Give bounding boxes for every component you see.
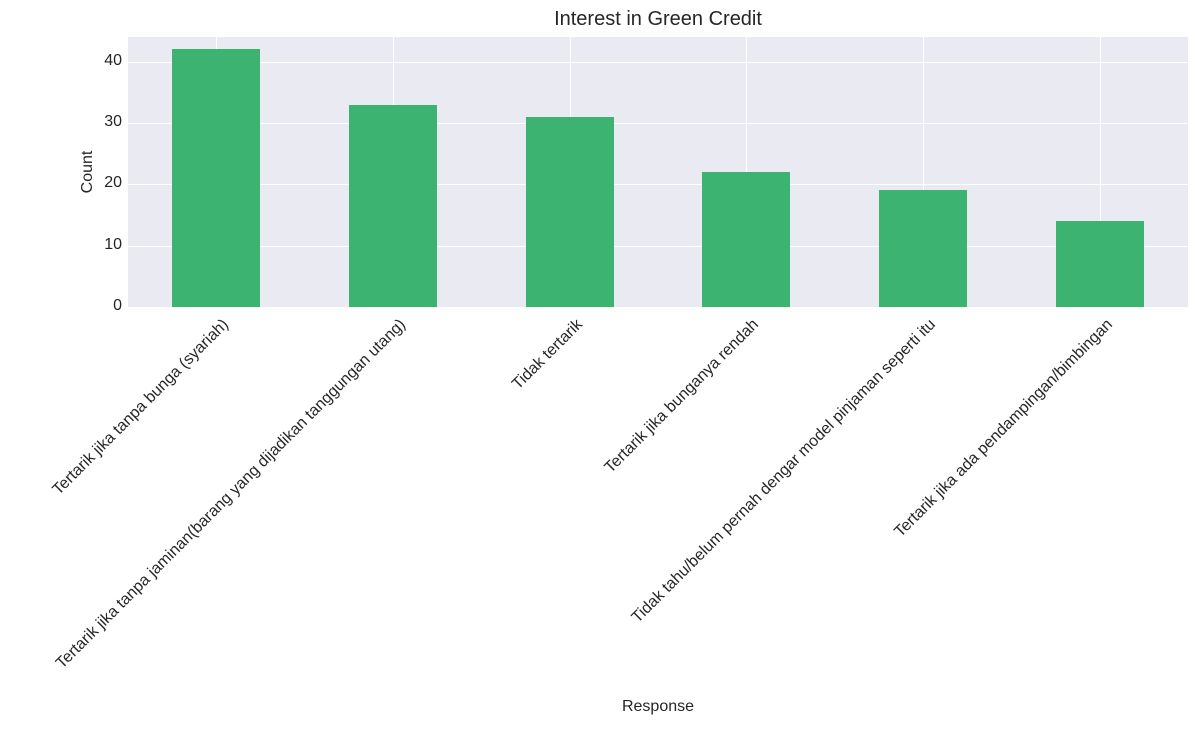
bar	[878, 190, 968, 307]
chart-title: Interest in Green Credit	[554, 8, 762, 30]
x-tick-label: Tidak tertarik	[508, 316, 586, 393]
gridline-horizontal	[128, 184, 1188, 186]
x-axis-label: Response	[621, 698, 695, 715]
y-tick-label: 0	[113, 297, 122, 314]
x-tick-label: Tidak tahu/belum pernah dengar model pin…	[628, 316, 940, 627]
gridline-horizontal	[128, 245, 1188, 247]
y-axis-label: Count	[79, 150, 96, 194]
bar	[172, 49, 261, 307]
gridline-vertical	[923, 37, 924, 307]
y-tick-label: 10	[104, 235, 122, 253]
y-tick-label: 30	[104, 112, 122, 130]
gridline-vertical	[1099, 37, 1101, 307]
x-tick-label: Tertarik jika bunganya rendah	[601, 316, 763, 477]
plot-area	[128, 37, 1188, 307]
gridline-horizontal	[128, 122, 1188, 124]
x-tick-label: Tertarik jika tanpa jaminan(barang yang …	[52, 316, 410, 673]
y-tick-label: 20	[104, 174, 122, 192]
bar	[702, 172, 791, 307]
x-tick-label: Tertarik jika ada pendampingan/bimbingan	[891, 316, 1116, 541]
y-tick-label: 40	[104, 51, 122, 69]
bar	[525, 116, 614, 307]
x-tick-label: Tertarik jika tanpa bunga (syariah)	[49, 316, 233, 499]
bar	[1055, 221, 1144, 307]
gridline-horizontal	[128, 61, 1188, 63]
bar	[348, 104, 438, 307]
